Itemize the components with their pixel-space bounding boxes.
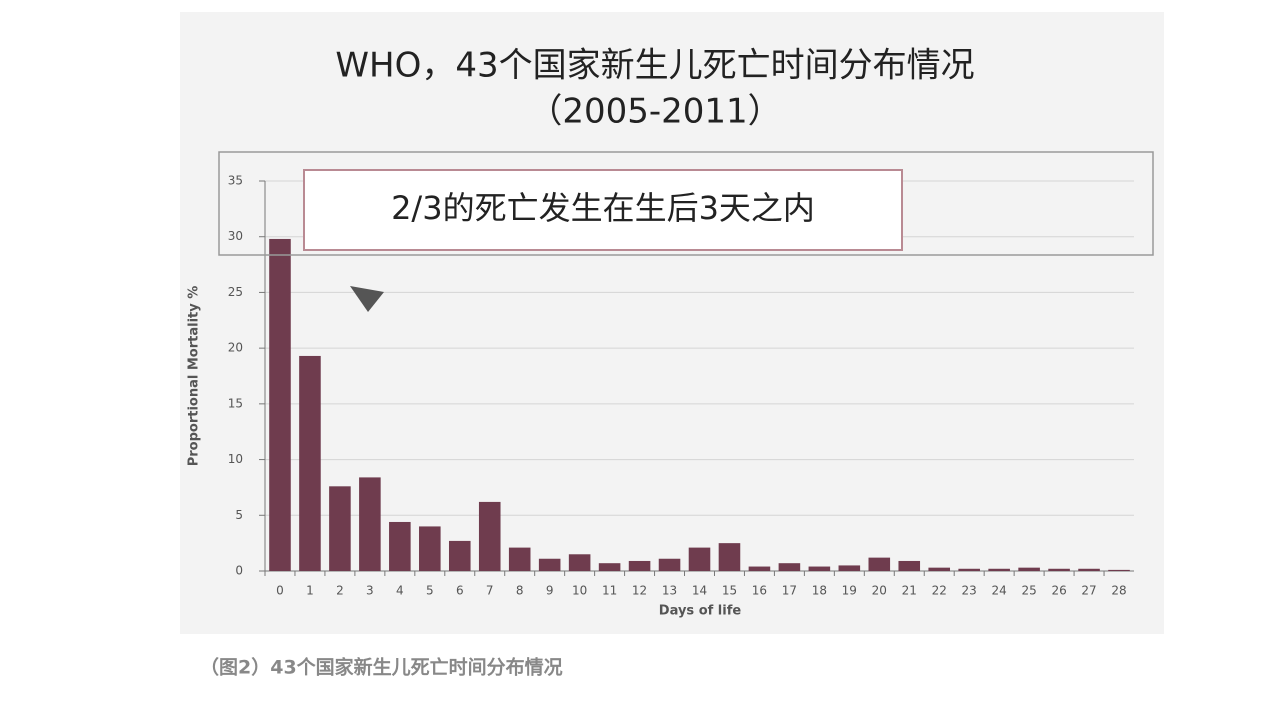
x-tick-label: 9 <box>546 584 554 598</box>
bar <box>1048 568 1070 571</box>
x-tick-label: 1 <box>306 584 314 598</box>
bar <box>478 501 501 571</box>
bar <box>269 238 291 571</box>
bar <box>1018 567 1040 571</box>
bar <box>778 563 801 571</box>
x-tick-label: 2 <box>336 584 344 598</box>
bar <box>958 568 980 571</box>
x-tick-label: 4 <box>396 584 404 598</box>
x-tick-label: 21 <box>902 584 917 598</box>
y-tick-label: 15 <box>228 396 243 410</box>
x-tick-label: 20 <box>872 584 887 598</box>
bar <box>898 560 921 571</box>
y-tick-label: 0 <box>235 564 243 578</box>
bar <box>868 557 891 571</box>
bar <box>329 486 351 571</box>
x-tick-label: 27 <box>1081 584 1096 598</box>
bar <box>628 560 651 571</box>
annotation-frame <box>218 151 1154 256</box>
bar <box>988 568 1010 571</box>
chart-title: WHO，43个国家新生儿死亡时间分布情况 <box>335 46 974 86</box>
x-axis-label: Days of life <box>659 604 742 619</box>
x-tick-label: 22 <box>932 584 947 598</box>
x-tick-label: 18 <box>812 584 827 598</box>
y-axis-label: Proportional Mortality % <box>187 286 202 467</box>
bar <box>658 558 681 571</box>
x-tick-label: 6 <box>456 584 464 598</box>
bar <box>389 521 411 571</box>
x-tick-label: 28 <box>1111 584 1126 598</box>
y-tick-label: 25 <box>228 285 243 299</box>
x-tick-label: 0 <box>276 584 284 598</box>
caption: （图2）43个国家新生儿死亡时间分布情况 <box>200 656 563 679</box>
x-tick-label: 25 <box>1021 584 1036 598</box>
bar <box>568 554 591 571</box>
bar <box>419 526 441 571</box>
bar <box>448 540 471 571</box>
chart-subtitle: （2005-2011） <box>528 92 781 132</box>
x-tick-label: 16 <box>752 584 767 598</box>
y-tick-label: 5 <box>235 508 243 522</box>
bar <box>359 477 381 571</box>
x-tick-label: 10 <box>572 584 587 598</box>
x-tick-label: 13 <box>662 584 677 598</box>
x-tick-label: 12 <box>632 584 647 598</box>
x-tick-label: 3 <box>366 584 374 598</box>
bar <box>508 547 531 571</box>
bar <box>299 355 321 571</box>
x-tick-label: 23 <box>962 584 977 598</box>
annotation-box <box>303 169 903 251</box>
bar <box>1078 568 1100 571</box>
x-tick-label: 8 <box>516 584 524 598</box>
bar <box>838 565 861 571</box>
bar <box>808 566 831 571</box>
y-tick-label: 10 <box>228 452 243 466</box>
bar <box>538 558 561 571</box>
y-tick-label: 30 <box>228 229 243 243</box>
cursor-icon <box>350 286 384 312</box>
bar <box>688 547 711 571</box>
x-tick-label: 11 <box>602 584 617 598</box>
bar <box>928 567 951 571</box>
y-tick-label: 35 <box>228 174 243 188</box>
annotation-text: 2/3的死亡发生在生后3天之内 <box>391 189 815 227</box>
x-tick-label: 17 <box>782 584 797 598</box>
x-tick-label: 14 <box>692 584 707 598</box>
bar <box>718 543 741 571</box>
bar <box>748 566 771 571</box>
x-tick-label: 26 <box>1051 584 1066 598</box>
y-tick-label: 20 <box>228 341 243 355</box>
x-tick-label: 19 <box>842 584 857 598</box>
x-tick-label: 5 <box>426 584 434 598</box>
x-tick-label: 15 <box>722 584 737 598</box>
x-tick-label: 7 <box>486 584 494 598</box>
bar <box>1108 569 1130 571</box>
bar <box>598 563 621 571</box>
x-tick-label: 24 <box>992 584 1007 598</box>
